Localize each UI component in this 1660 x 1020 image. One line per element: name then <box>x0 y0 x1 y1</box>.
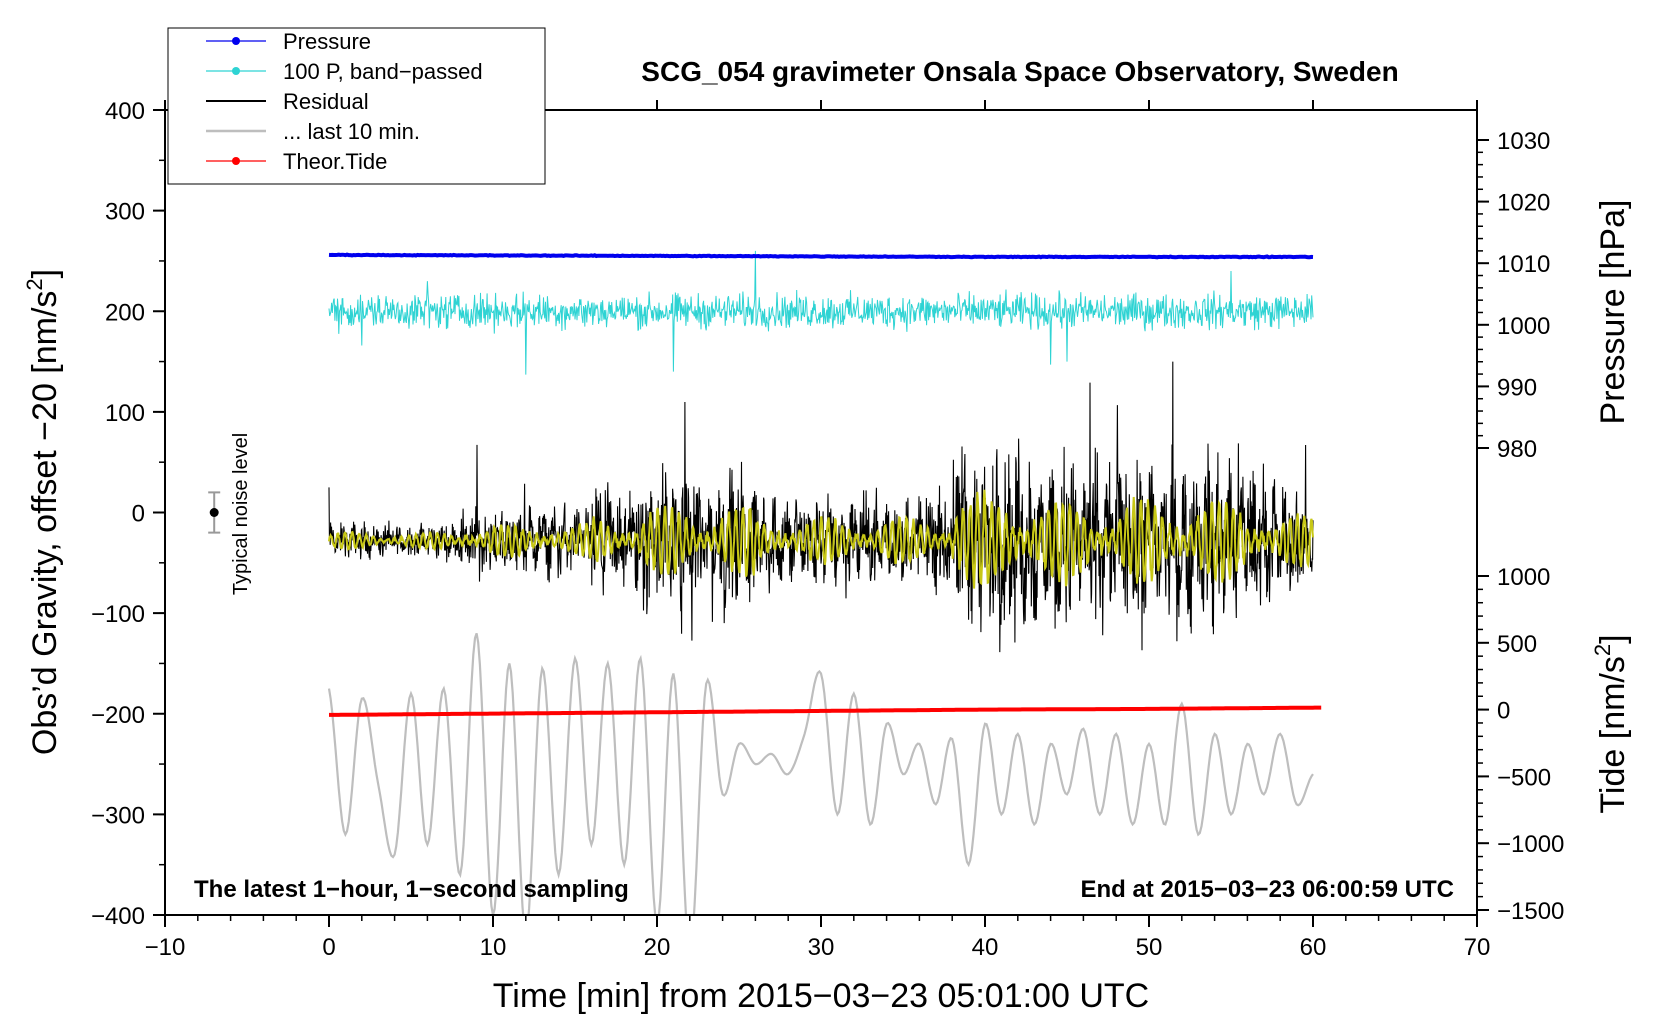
x-tick-label: 0 <box>322 934 335 961</box>
legend-label: Residual <box>283 89 369 114</box>
series-pressure <box>328 252 1314 260</box>
tide-tick-label: 500 <box>1497 631 1537 658</box>
y-label-left-sup: 2 <box>22 278 47 290</box>
noise-center-dot <box>209 508 219 517</box>
legend-marker <box>232 157 240 165</box>
x-tick-label: 50 <box>1136 934 1163 961</box>
noise-level-indicator: Typical noise level <box>208 433 252 595</box>
annotation-left: The latest 1−hour, 1−second sampling <box>194 876 629 903</box>
y-tick-label: 300 <box>105 199 145 226</box>
annotation-right: End at 2015−03−23 06:00:59 UTC <box>1080 876 1454 903</box>
y-tick-label: −100 <box>91 601 145 628</box>
tide-tick-label: 1000 <box>1497 564 1550 591</box>
axis-ticks: −10 0 10 20 30 40 50 60 704003002001000−100−200−… <box>91 98 1564 961</box>
y-tick-label: −300 <box>91 802 145 829</box>
y-tick-label: 0 <box>132 501 145 528</box>
x-axis-label: Time [min] from 2015−03−23 05:01:00 UTC <box>493 977 1149 1015</box>
series-band-passed <box>328 250 1314 375</box>
y-tick-label: −200 <box>91 702 145 729</box>
y-tick-label: 400 <box>105 98 145 125</box>
legend-marker <box>232 67 240 75</box>
pressure-tick-label: 1010 <box>1497 251 1550 278</box>
x-tick-label: 20 <box>644 934 671 961</box>
series-layer <box>327 250 1322 915</box>
plot-frame <box>164 109 1478 916</box>
x-tick-label: 60 <box>1300 934 1327 961</box>
x-tick-label: 30 <box>808 934 835 961</box>
legend-label: Pressure <box>283 29 371 54</box>
tide-tick-label: 0 <box>1497 698 1510 725</box>
series-theor-tide <box>329 705 1322 717</box>
series-residual <box>328 361 1314 653</box>
x-tick-label: 70 <box>1464 934 1491 961</box>
y-tick-label: 100 <box>105 400 145 427</box>
y-axis-label-left: Obs’d Gravity, offset −20 [nm/s2] <box>22 269 64 755</box>
legend-label: 100 P, band−passed <box>283 59 483 84</box>
tide-tick-label: −1000 <box>1497 831 1564 858</box>
pressure-tick-label: 980 <box>1497 436 1537 463</box>
pressure-tick-label: 1030 <box>1497 128 1550 155</box>
x-tick-label: −10 <box>145 934 186 961</box>
y-tick-label: 200 <box>105 299 145 326</box>
legend-box <box>167 27 546 185</box>
y-label-left-main: Obs’d Gravity, offset −20 [nm/s <box>26 291 64 756</box>
y-label-left-tail: ] <box>26 269 64 278</box>
y-label-tide-main: Tide [nm/s <box>1594 656 1632 813</box>
y-axis-label-tide: Tide [nm/s2] <box>1590 634 1632 813</box>
legend-label: ... last 10 min. <box>283 119 420 144</box>
legend-marker <box>232 37 240 45</box>
legend-label: Theor.Tide <box>283 149 387 174</box>
y-label-tide-sup: 2 <box>1590 644 1615 656</box>
pressure-tick-label: 1020 <box>1497 190 1550 217</box>
series-residual-filtered <box>328 489 1314 589</box>
chart-title: SCG_054 gravimeter Onsala Space Observat… <box>641 56 1398 87</box>
pressure-tick-label: 1000 <box>1497 313 1550 340</box>
y-axis-label-pressure: Pressure [hPa] <box>1594 200 1632 425</box>
noise-level-label: Typical noise level <box>230 433 252 595</box>
pressure-tick-label: 990 <box>1497 374 1537 401</box>
legend: Pressure 100 P, band−passed Residual ... la… <box>167 27 546 185</box>
tide-tick-label: −1500 <box>1497 898 1564 925</box>
y-label-tide-tail: ] <box>1594 634 1632 643</box>
x-tick-label: 40 <box>972 934 999 961</box>
x-tick-label: 10 <box>480 934 507 961</box>
tide-tick-label: −500 <box>1497 764 1551 791</box>
series-last-10-min <box>327 632 1314 915</box>
y-tick-label: −400 <box>91 903 145 930</box>
